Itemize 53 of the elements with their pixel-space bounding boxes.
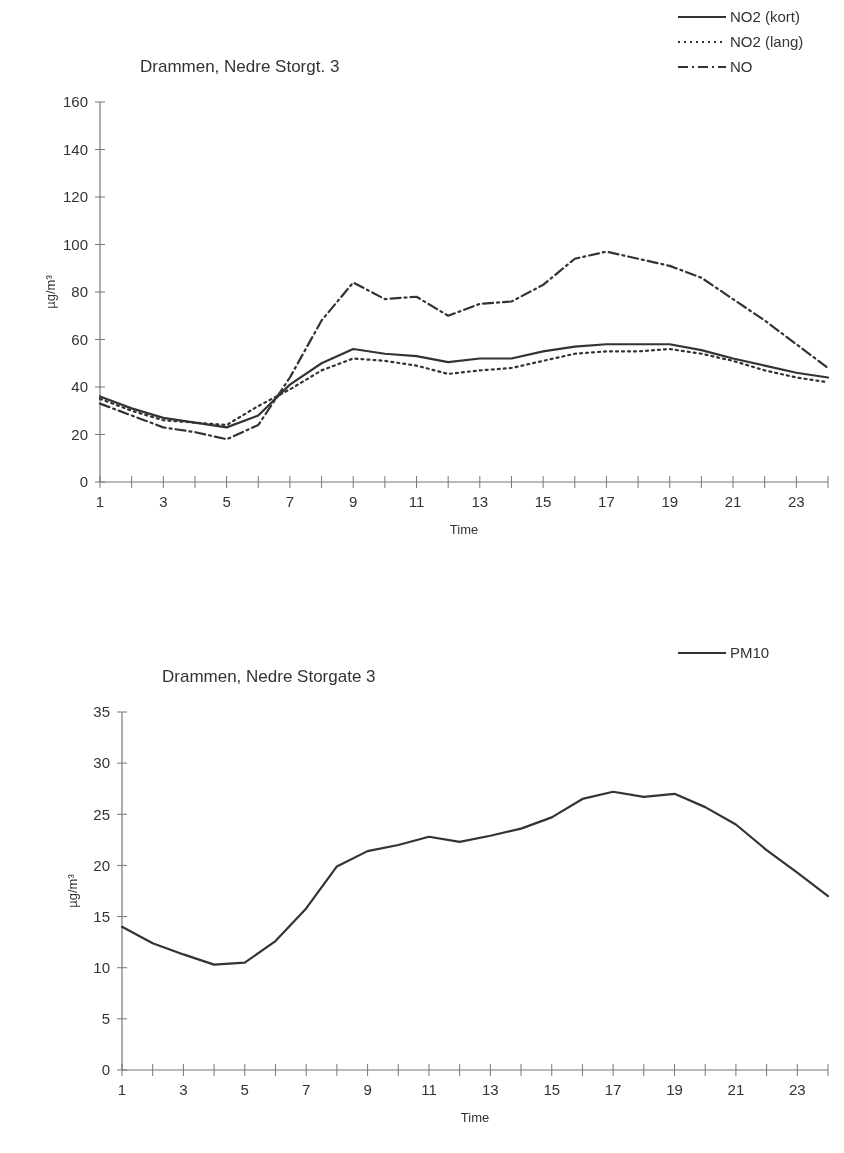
x-tick-label: 9 — [363, 1081, 372, 1098]
x-tick-label: 21 — [724, 493, 742, 510]
y-tick-label: 140 — [62, 140, 88, 158]
y-tick-label: 5 — [101, 1010, 110, 1028]
y-tick-label: 80 — [71, 283, 88, 301]
legend-label: NO — [730, 58, 753, 76]
x-tick-label: 11 — [408, 493, 425, 510]
y-tick-label: 100 — [62, 235, 88, 253]
x-tick-label: 13 — [482, 1081, 499, 1098]
y-tick-label: 30 — [93, 754, 110, 772]
x-tick-label: 9 — [349, 493, 358, 510]
x-tick-label: 5 — [240, 1081, 249, 1098]
legend-label: PM10 — [730, 644, 770, 662]
y-tick-label: 15 — [93, 907, 110, 925]
x-tick-label: 23 — [788, 493, 805, 510]
y-tick-label: 10 — [93, 958, 110, 976]
x-tick-label: 5 — [222, 493, 231, 510]
x-tick-label: 15 — [534, 493, 552, 510]
x-tick-label: 3 — [179, 1081, 188, 1098]
x-tick-label: 15 — [543, 1081, 561, 1098]
y-tick-label: 160 — [62, 93, 88, 111]
x-axis-title: Time — [449, 522, 479, 537]
y-tick-label: 20 — [71, 425, 88, 443]
x-tick-label: 1 — [117, 1081, 127, 1098]
x-tick-label: 3 — [159, 493, 168, 510]
x-axis-title: Time — [460, 1110, 490, 1125]
chart-title: Drammen, Nedre Storgate 3 — [162, 667, 376, 686]
x-tick-label: 7 — [285, 493, 295, 510]
legend-label: NO2 (lang) — [730, 33, 804, 51]
chart-title: Drammen, Nedre Storgt. 3 — [140, 57, 340, 76]
y-tick-label: 60 — [71, 330, 88, 348]
x-tick-label: 17 — [604, 1081, 622, 1098]
y-tick-label: 25 — [93, 805, 110, 823]
y-tick-label: 0 — [79, 473, 88, 491]
x-tick-label: 1 — [95, 493, 105, 510]
x-tick-label: 21 — [727, 1081, 745, 1098]
y-tick-label: 35 — [93, 703, 110, 721]
y-tick-label: 120 — [62, 188, 88, 206]
x-tick-label: 11 — [421, 1081, 437, 1098]
y-axis-title: µg/m³ — [43, 274, 58, 309]
legend-label: NO2 (kort) — [730, 8, 801, 26]
line-series — [120, 790, 830, 966]
line-series — [98, 250, 830, 441]
y-tick-label: 40 — [71, 378, 88, 396]
x-tick-label: 23 — [788, 1081, 806, 1098]
x-tick-label: 13 — [471, 493, 489, 510]
x-tick-label: 7 — [302, 1081, 311, 1098]
x-tick-label: 17 — [598, 493, 615, 510]
y-tick-label: 0 — [101, 1061, 110, 1079]
x-tick-label: 19 — [666, 1081, 683, 1098]
y-tick-label: 20 — [93, 856, 110, 874]
y-axis-title: µg/m³ — [65, 873, 80, 908]
x-tick-label: 19 — [661, 493, 679, 510]
